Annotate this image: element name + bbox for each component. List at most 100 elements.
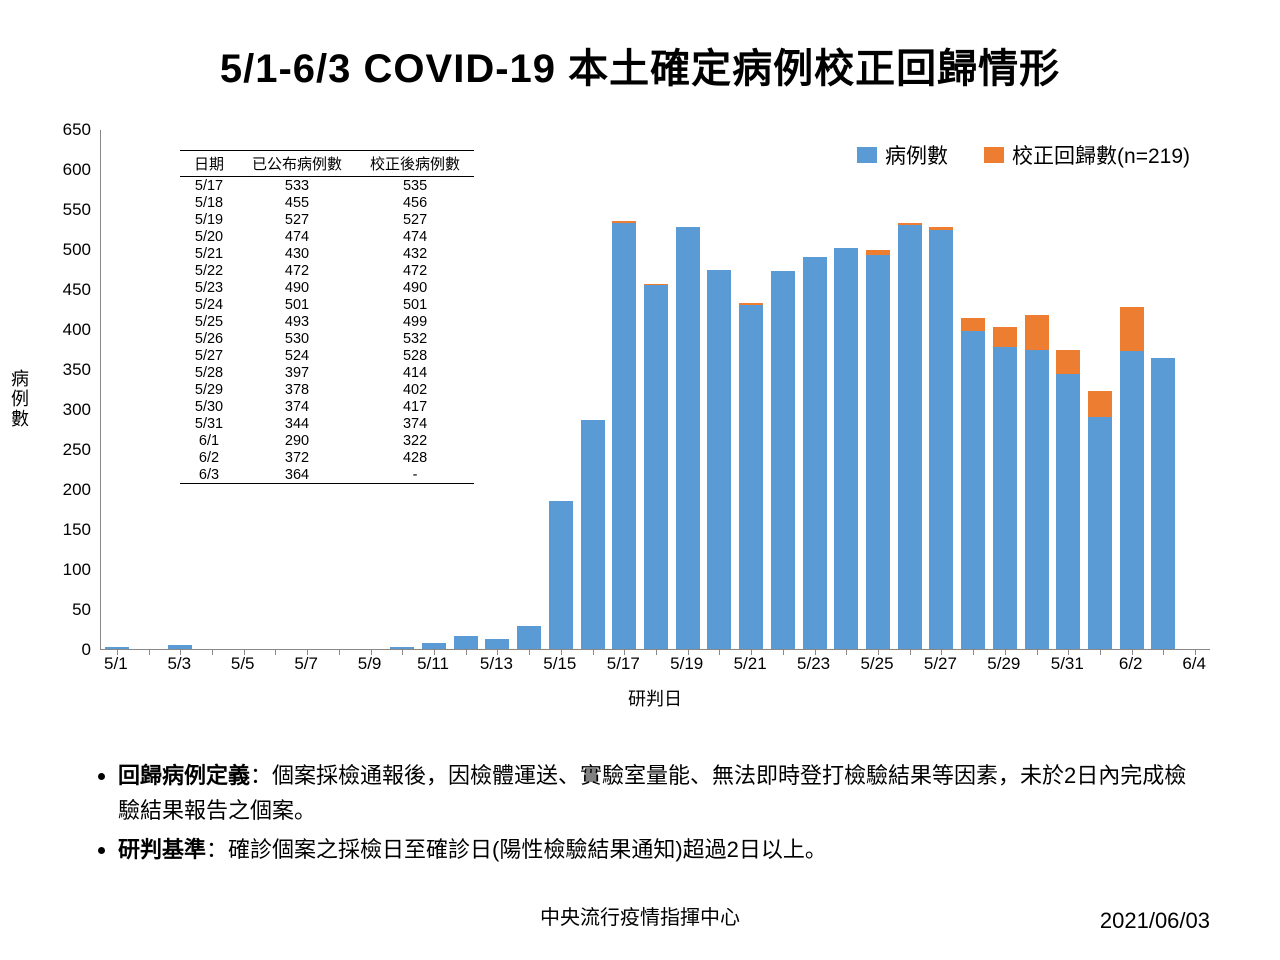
- table-cell: 530: [238, 330, 356, 347]
- bar-correction: [929, 227, 953, 230]
- table-row: 5/30374417: [180, 398, 474, 415]
- x-axis-title: 研判日: [100, 685, 1210, 711]
- table-cell: 290: [238, 432, 356, 449]
- bar-slot: [390, 647, 414, 649]
- table-cell: 344: [238, 415, 356, 432]
- x-tick-label: 5/11: [417, 654, 449, 674]
- table-header-cell: 已公布病例數: [238, 151, 356, 177]
- bar-slot: [929, 227, 953, 649]
- table-cell: 455: [238, 194, 356, 211]
- table-cell: 374: [356, 415, 474, 432]
- table-cell: 527: [238, 211, 356, 228]
- bar-slot: [866, 250, 890, 649]
- footnote-2-text: ：確診個案之採檢日至確診日(陽性檢驗結果通知)超過2日以上。: [206, 837, 827, 862]
- footnote-1-label: 回歸病例定義: [118, 763, 250, 788]
- table-row: 5/28397414: [180, 364, 474, 381]
- bar-correction: [1056, 350, 1080, 374]
- bar-correction: [1025, 315, 1049, 349]
- bar-slot: [739, 303, 763, 649]
- table-cell: 5/23: [180, 279, 238, 296]
- y-tick-label: 350: [46, 360, 91, 380]
- bar-cases: [422, 643, 446, 649]
- table-cell: 490: [238, 279, 356, 296]
- bar-slot: [549, 501, 573, 649]
- bar-cases: [485, 639, 509, 649]
- bar-cases: [517, 626, 541, 649]
- table-header-cell: 校正後病例數: [356, 151, 474, 177]
- table-row: 5/18455456: [180, 194, 474, 211]
- table-cell: 456: [356, 194, 474, 211]
- bar-correction: [1120, 307, 1144, 352]
- table-cell: 430: [238, 245, 356, 262]
- table-cell: 417: [356, 398, 474, 415]
- table-cell: 493: [238, 313, 356, 330]
- table-cell: 499: [356, 313, 474, 330]
- table-cell: 501: [356, 296, 474, 313]
- table-cell: 528: [356, 347, 474, 364]
- bar-cases: [390, 647, 414, 649]
- x-tick-label: 6/2: [1119, 654, 1143, 674]
- bar-slot: [961, 318, 985, 649]
- table-cell: 364: [238, 466, 356, 484]
- bar-cases: [993, 347, 1017, 649]
- x-tick-label: 5/9: [358, 654, 382, 674]
- footnotes: 回歸病例定義：個案採檢通報後，因檢體運送、實驗室量能、無法即時登打檢驗結果等因素…: [90, 758, 1190, 872]
- table-cell: 5/17: [180, 177, 238, 195]
- bar-cases: [644, 285, 668, 649]
- footer-date: 2021/06/03: [1100, 908, 1210, 934]
- table-cell: 5/22: [180, 262, 238, 279]
- bar-slot: [1056, 350, 1080, 649]
- x-tick-label: 5/5: [231, 654, 255, 674]
- bar-correction: [961, 318, 985, 332]
- bar-slot: [898, 223, 922, 649]
- table-row: 5/27524528: [180, 347, 474, 364]
- bar-slot: [454, 636, 478, 649]
- table-cell: 322: [356, 432, 474, 449]
- bar-slot: [676, 227, 700, 649]
- bar-slot: [993, 327, 1017, 649]
- table-cell: 5/19: [180, 211, 238, 228]
- bar-correction: [993, 327, 1017, 346]
- table-cell: 490: [356, 279, 474, 296]
- table-cell: 378: [238, 381, 356, 398]
- bar-correction: [898, 223, 922, 225]
- bar-slot: [1025, 315, 1049, 649]
- bar-cases: [1088, 417, 1112, 649]
- table-row: 5/25493499: [180, 313, 474, 330]
- bar-cases: [707, 270, 731, 649]
- table-row: 5/29378402: [180, 381, 474, 398]
- table-cell: 432: [356, 245, 474, 262]
- x-tick-label: 5/25: [860, 654, 893, 674]
- table-cell: 5/18: [180, 194, 238, 211]
- bar-cases: [1025, 350, 1049, 649]
- table-row: 6/1290322: [180, 432, 474, 449]
- x-tick-label: 5/29: [987, 654, 1020, 674]
- table-row: 5/19527527: [180, 211, 474, 228]
- bar-cases: [961, 331, 985, 649]
- y-tick-label: 150: [46, 520, 91, 540]
- bar-slot: [707, 270, 731, 649]
- table-cell: 535: [356, 177, 474, 195]
- bar-slot: [422, 643, 446, 649]
- footnote-2: 研判基準：確診個案之採檢日至確診日(陽性檢驗結果通知)超過2日以上。: [118, 832, 1190, 867]
- bar-slot: [771, 271, 795, 649]
- table-cell: 6/2: [180, 449, 238, 466]
- bar-cases: [105, 647, 129, 649]
- bar-cases: [834, 248, 858, 649]
- bar-cases: [898, 225, 922, 649]
- x-tick-label: 5/21: [734, 654, 767, 674]
- table-cell: 533: [238, 177, 356, 195]
- table-cell: 474: [356, 228, 474, 245]
- bar-cases: [929, 230, 953, 649]
- bar-cases: [676, 227, 700, 649]
- bar-correction: [739, 303, 763, 305]
- data-table: 日期已公布病例數校正後病例數 5/175335355/184554565/195…: [180, 150, 474, 484]
- page: 5/1-6/3 COVID-19 本土確定病例校正回歸情形 病例數 校正回歸數(…: [0, 0, 1280, 960]
- bar-slot: [485, 639, 509, 649]
- bar-correction: [612, 221, 636, 223]
- bar-correction: [1088, 391, 1112, 417]
- bar-cases: [803, 257, 827, 649]
- bar-cases: [866, 255, 890, 649]
- table-row: 5/21430432: [180, 245, 474, 262]
- bar-slot: [105, 647, 129, 649]
